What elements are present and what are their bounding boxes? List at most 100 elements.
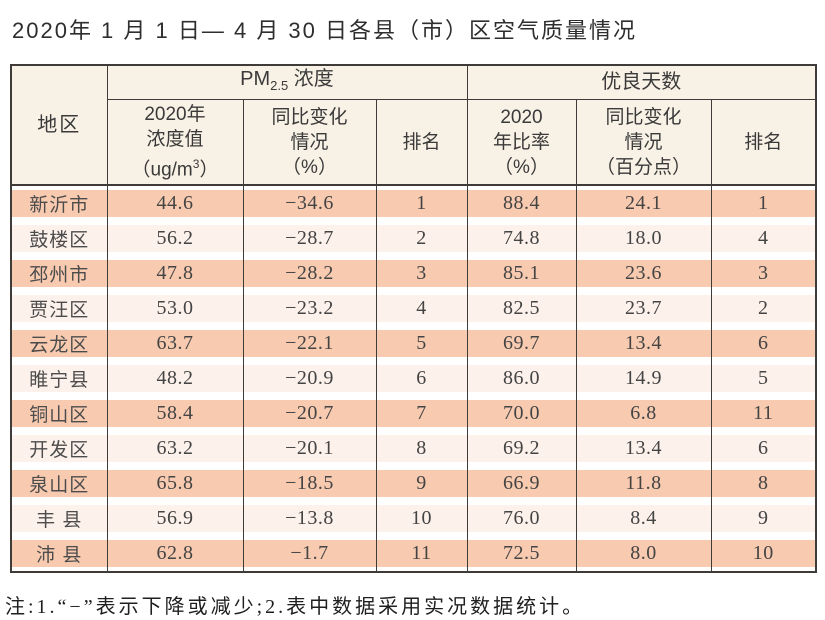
cell-pm-change: −18.5 <box>242 466 377 501</box>
cell-ratio: 86.0 <box>466 361 577 396</box>
subheader-line: 情况 <box>290 131 329 153</box>
cell-pm-change: −13.8 <box>242 501 377 536</box>
cell-ratio-change: 14.9 <box>575 361 712 396</box>
subheader-line: （%） <box>494 156 549 178</box>
cell-pm-change: −22.1 <box>242 326 377 361</box>
cell-ratio-rank: 8 <box>710 466 817 501</box>
table-header: 地区 PM2.5 浓度 优良天数 2020年 浓度值 （ug/m3） 同比变化 … <box>10 64 817 186</box>
pm25-subscript: 2.5 <box>270 78 289 93</box>
table-row: 邳州市 47.8 −28.2 3 85.1 23.6 3 <box>10 256 817 291</box>
table-row: 睢宁县 48.2 −20.9 6 86.0 14.9 5 <box>10 361 817 396</box>
table-row: 贾汪区 53.0 −23.2 4 82.5 23.7 2 <box>10 291 817 326</box>
cell-region: 睢宁县 <box>10 361 108 396</box>
cell-pm-change: −1.7 <box>242 536 377 572</box>
cell-ratio-rank: 10 <box>710 536 817 572</box>
cell-ratio-change: 23.6 <box>575 256 712 291</box>
cell-ratio-rank: 6 <box>710 431 817 466</box>
table-body: 新沂市 44.6 −34.6 1 88.4 24.1 1 鼓楼区 56.2 −28.7 2 74.8 1… <box>10 185 817 572</box>
table-row: 沛 县 62.8 −1.7 11 72.5 8.0 10 <box>10 536 817 572</box>
cell-ratio: 69.7 <box>466 326 577 361</box>
header-group-row: 地区 PM2.5 浓度 优良天数 <box>10 64 817 186</box>
cell-pm-value: 56.9 <box>106 501 244 536</box>
table-row: 丰 县 56.9 −13.8 10 76.0 8.4 9 <box>10 501 817 536</box>
subheader-line: 2020 <box>500 106 543 128</box>
table-row: 铜山区 58.4 −20.7 7 70.0 6.8 11 <box>10 396 817 431</box>
subheader-ratio-rank: 排名 <box>710 99 817 186</box>
cell-pm-change: −20.7 <box>242 396 377 431</box>
cell-pm-rank: 4 <box>375 291 468 326</box>
cell-ratio-change: 6.8 <box>575 396 712 431</box>
cell-region: 铜山区 <box>10 396 108 431</box>
cell-pm-value: 62.8 <box>106 536 244 572</box>
cell-region: 沛 县 <box>10 536 108 572</box>
cell-ratio-rank: 6 <box>710 326 817 361</box>
cell-ratio: 88.4 <box>466 185 577 221</box>
subheader-ratio: 2020 年比率 （%） <box>466 99 577 186</box>
subheader-line: 2020年 <box>144 103 206 125</box>
cell-ratio-change: 11.8 <box>575 466 712 501</box>
cell-pm-rank: 3 <box>375 256 468 291</box>
cell-region: 开发区 <box>10 431 108 466</box>
subheader-pm-rank: 排名 <box>375 99 468 186</box>
cell-pm-rank: 7 <box>375 396 468 431</box>
pm25-rest-label: 浓度 <box>288 68 334 90</box>
cell-ratio-rank: 2 <box>710 291 817 326</box>
cell-ratio-rank: 5 <box>710 361 817 396</box>
subheader-line: （百分点） <box>595 156 691 178</box>
header-sub-row: 2020年 浓度值 （ug/m3） 同比变化 情况 （%） 排名 2020 年比… <box>11 99 817 186</box>
cell-pm-rank: 11 <box>375 536 468 572</box>
cell-ratio: 85.1 <box>466 256 577 291</box>
cell-pm-value: 47.8 <box>106 256 244 291</box>
cell-pm-rank: 6 <box>375 361 468 396</box>
cell-ratio-change: 18.0 <box>575 221 712 256</box>
table-row: 鼓楼区 56.2 −28.7 2 74.8 18.0 4 <box>10 221 817 256</box>
cell-pm-value: 48.2 <box>106 361 244 396</box>
cell-pm-value: 53.0 <box>106 291 244 326</box>
cell-pm-change: −28.2 <box>242 256 377 291</box>
cell-ratio: 82.5 <box>466 291 577 326</box>
cell-ratio-change: 23.7 <box>575 291 712 326</box>
pm25-label: PM <box>240 68 271 90</box>
cell-pm-rank: 2 <box>375 221 468 256</box>
table-row: 云龙区 63.7 −22.1 5 69.7 13.4 6 <box>10 326 817 361</box>
cell-ratio: 70.0 <box>466 396 577 431</box>
cell-pm-rank: 1 <box>375 185 468 221</box>
cell-pm-change: −34.6 <box>242 185 377 221</box>
subheader-pm-value: 2020年 浓度值 （ug/m3） <box>106 99 244 186</box>
header-group-good-days: 优良天数 <box>466 64 817 100</box>
cell-ratio: 66.9 <box>466 466 577 501</box>
cell-region: 云龙区 <box>10 326 108 361</box>
header-region: 地区 <box>10 64 108 186</box>
cubic-superscript: 3 <box>192 156 200 171</box>
cell-ratio-change: 13.4 <box>575 326 712 361</box>
air-quality-table: 地区 PM2.5 浓度 优良天数 2020年 浓度值 （ug/m3） 同比变化 … <box>10 64 818 573</box>
cell-pm-change: −28.7 <box>242 221 377 256</box>
cell-region: 贾汪区 <box>10 291 108 326</box>
cell-region: 泉山区 <box>10 466 108 501</box>
cell-ratio: 72.5 <box>466 536 577 572</box>
cell-region: 鼓楼区 <box>10 221 108 256</box>
cell-pm-change: −20.9 <box>242 361 377 396</box>
page-title: 2020年 1 月 1 日— 4 月 30 日各县（市）区空气质量情况 <box>12 18 638 43</box>
subheader-line: 同比变化 <box>271 106 348 128</box>
subheader-line: 同比变化 <box>605 106 682 128</box>
cell-pm-value: 44.6 <box>106 185 244 221</box>
subheader-line: （%） <box>282 156 337 178</box>
cell-pm-rank: 9 <box>375 466 468 501</box>
cell-pm-value: 65.8 <box>106 466 244 501</box>
table-row: 泉山区 65.8 −18.5 9 66.9 11.8 8 <box>10 466 817 501</box>
cell-ratio: 74.8 <box>466 221 577 256</box>
cell-region: 丰 县 <box>10 501 108 536</box>
cell-pm-rank: 5 <box>375 326 468 361</box>
cell-pm-change: −23.2 <box>242 291 377 326</box>
subheader-line: 浓度值 <box>146 128 204 150</box>
cell-ratio-change: 8.0 <box>575 536 712 572</box>
cell-ratio-rank: 9 <box>710 501 817 536</box>
cell-pm-value: 63.7 <box>106 326 244 361</box>
header-group-pm25: PM2.5 浓度 <box>106 64 468 100</box>
cell-pm-rank: 8 <box>375 431 468 466</box>
footnote: 注:1.“−”表示下降或减少;2.表中数据采用实况数据统计。 <box>5 596 586 618</box>
cell-ratio-rank: 4 <box>710 221 817 256</box>
table-row: 新沂市 44.6 −34.6 1 88.4 24.1 1 <box>10 185 817 221</box>
cell-pm-value: 58.4 <box>106 396 244 431</box>
